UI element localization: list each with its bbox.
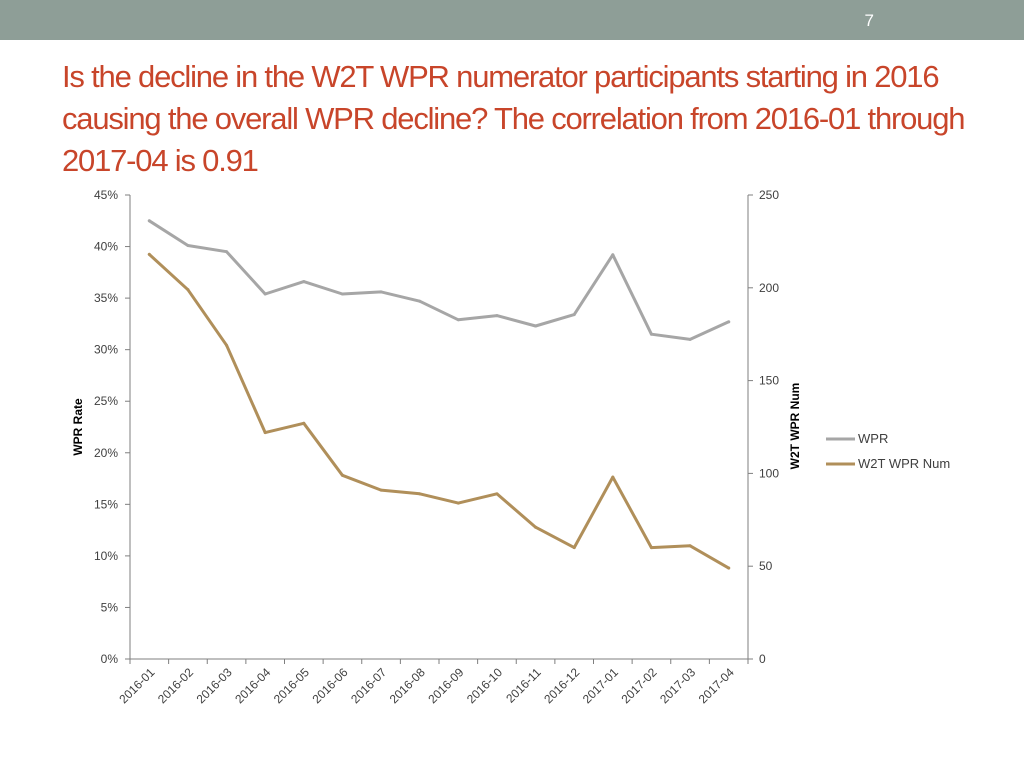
data-point-w2t-wpr-num — [688, 544, 692, 548]
x-tick-label: 2016-03 — [194, 665, 235, 706]
left-y-tick-label: 5% — [101, 600, 119, 614]
left-y-tick-label: 25% — [94, 394, 118, 408]
data-point-w2t-wpr-num — [727, 566, 731, 570]
data-point-w2t-wpr-num — [186, 288, 190, 292]
right-y-axis-title: W2T WPR Num — [788, 383, 802, 470]
data-point-wpr — [688, 337, 692, 341]
right-y-tick-label: 150 — [759, 374, 779, 388]
x-tick-label: 2016-01 — [116, 665, 157, 706]
data-point-w2t-wpr-num — [418, 492, 422, 496]
right-y-tick-label: 100 — [759, 466, 779, 480]
data-point-w2t-wpr-num — [147, 252, 151, 256]
left-y-axis-title: WPR Rate — [71, 398, 85, 456]
left-y-tick-label: 15% — [94, 497, 118, 511]
left-y-tick-label: 40% — [94, 240, 118, 254]
x-tick-label: 2017-04 — [696, 665, 737, 706]
data-point-wpr — [418, 299, 422, 303]
left-y-tick-label: 30% — [94, 343, 118, 357]
data-point-wpr — [302, 280, 306, 284]
right-y-tick-label: 250 — [759, 188, 779, 202]
data-point-w2t-wpr-num — [649, 546, 653, 550]
data-point-wpr — [649, 332, 653, 336]
data-point-w2t-wpr-num — [379, 488, 383, 492]
data-point-wpr — [495, 314, 499, 318]
data-point-w2t-wpr-num — [534, 525, 538, 529]
data-point-wpr — [727, 320, 731, 324]
data-point-wpr — [456, 318, 460, 322]
slide-title: Is the decline in the W2T WPR numerator … — [62, 59, 965, 178]
data-point-wpr — [186, 244, 190, 248]
series-line-w2t-wpr-num — [147, 252, 731, 570]
x-tick-label: 2016-09 — [425, 665, 466, 706]
left-y-tick-label: 0% — [101, 652, 119, 666]
data-point-wpr — [534, 324, 538, 328]
x-tick-label: 2016-04 — [232, 665, 273, 706]
left-y-tick-label: 20% — [94, 446, 118, 460]
x-tick-label: 2016-11 — [503, 665, 544, 706]
data-point-w2t-wpr-num — [611, 475, 615, 479]
right-y-tick-label: 50 — [759, 559, 773, 573]
data-point-w2t-wpr-num — [495, 492, 499, 496]
legend-label-wpr: WPR — [858, 431, 888, 446]
header-bar: 7 — [0, 0, 1024, 40]
x-tick-label: 2017-02 — [619, 665, 660, 706]
x-tick-label: 2016-05 — [271, 665, 312, 706]
x-tick-label: 2016-07 — [348, 665, 389, 706]
data-point-w2t-wpr-num — [302, 421, 306, 425]
series-line-wpr — [147, 219, 731, 341]
data-point-wpr — [340, 292, 344, 296]
x-tick-label: 2017-03 — [657, 665, 698, 706]
x-tick-label: 2016-02 — [155, 665, 196, 706]
x-tick-label: 2016-12 — [541, 665, 582, 706]
legend-label-w2t-wpr-num: W2T WPR Num — [858, 456, 950, 471]
right-y-tick-label: 200 — [759, 281, 779, 295]
page-number: 7 — [864, 11, 874, 30]
x-tick-label: 2016-10 — [464, 665, 505, 706]
left-y-tick-label: 35% — [94, 291, 118, 305]
x-tick-label: 2016-06 — [310, 665, 351, 706]
data-point-wpr — [263, 292, 267, 296]
data-point-w2t-wpr-num — [340, 473, 344, 477]
left-y-tick-label: 10% — [94, 549, 118, 563]
left-y-tick-label: 45% — [94, 188, 118, 202]
right-y-tick-label: 0 — [759, 652, 766, 666]
data-point-w2t-wpr-num — [456, 501, 460, 505]
data-point-wpr — [611, 253, 615, 257]
x-tick-label: 2016-08 — [387, 665, 428, 706]
data-point-w2t-wpr-num — [572, 546, 576, 550]
data-point-wpr — [572, 313, 576, 317]
data-point-wpr — [379, 290, 383, 294]
data-point-w2t-wpr-num — [225, 343, 229, 347]
data-point-wpr — [147, 219, 151, 223]
x-tick-label: 2017-01 — [580, 665, 621, 706]
data-point-wpr — [225, 250, 229, 254]
data-point-w2t-wpr-num — [263, 431, 267, 435]
